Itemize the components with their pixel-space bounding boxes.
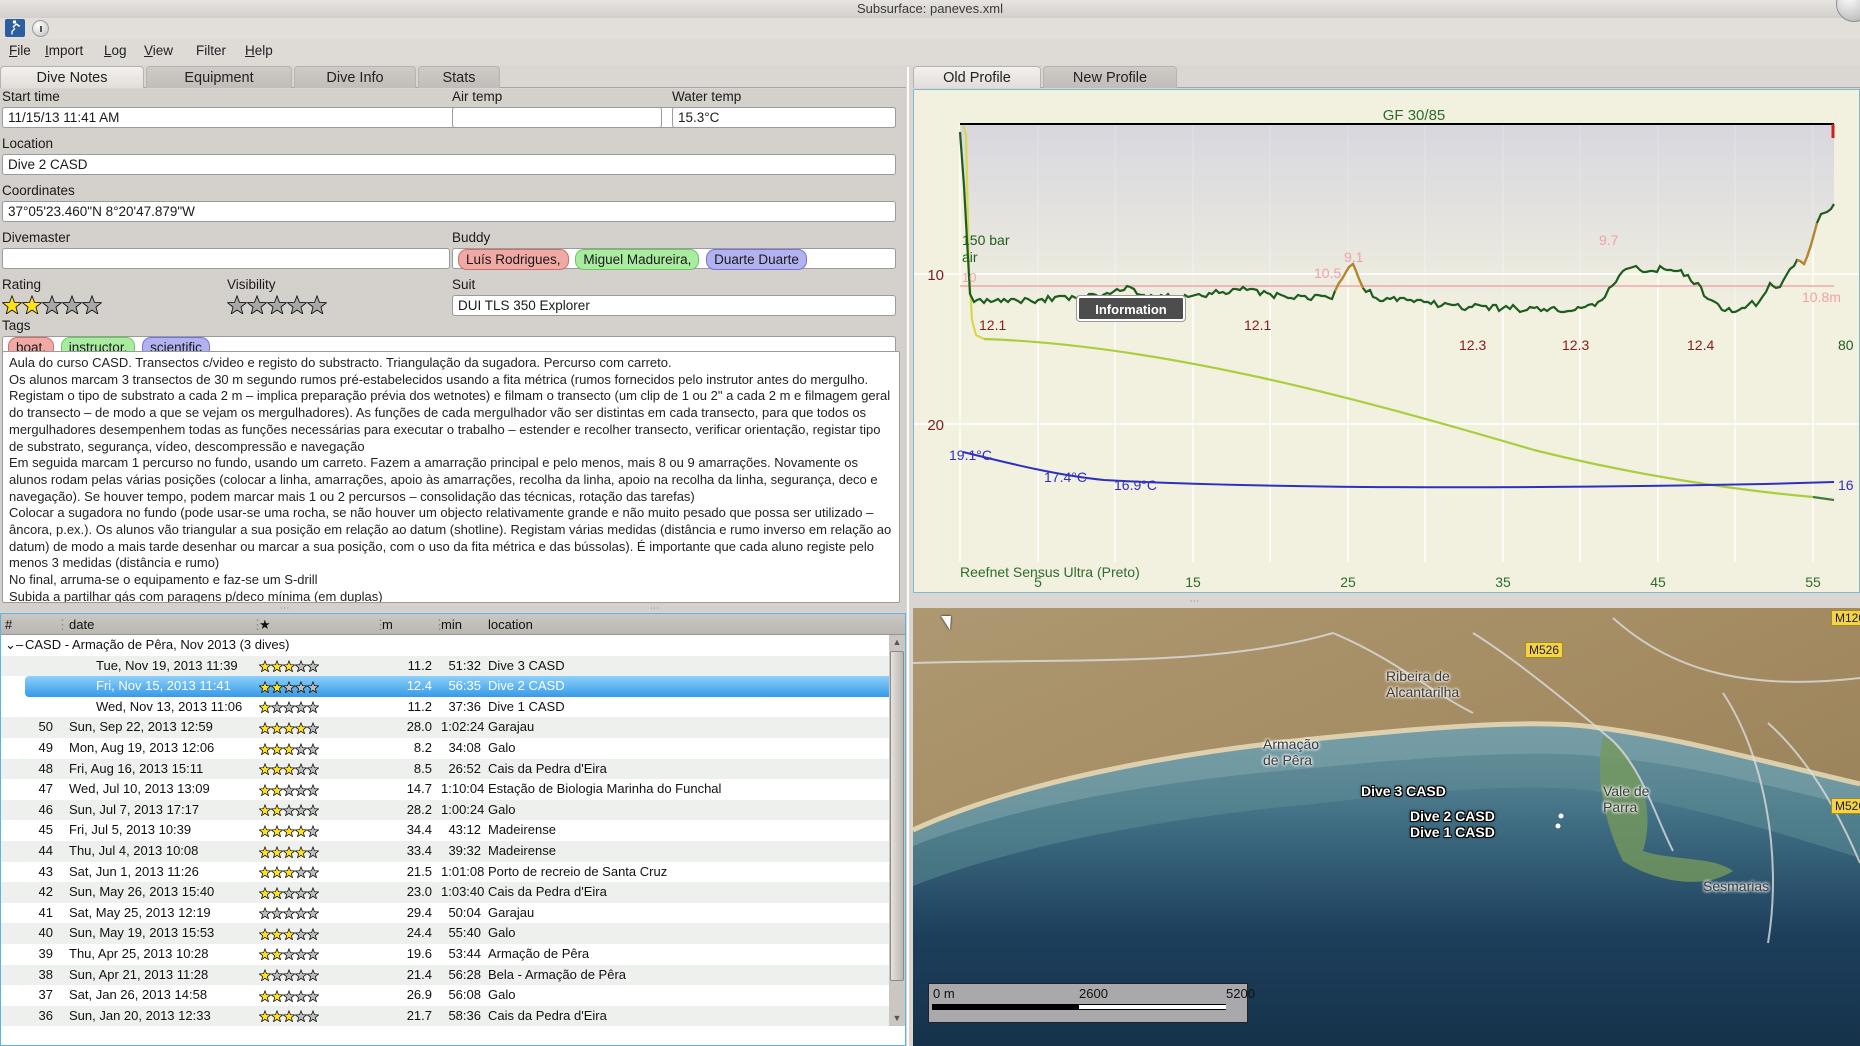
svg-text:10: 10	[927, 267, 944, 284]
svg-text:19.1°C: 19.1°C	[949, 447, 992, 463]
svg-text:GF 30/85: GF 30/85	[1383, 107, 1446, 124]
svg-text:12.3: 12.3	[1459, 337, 1486, 353]
svg-text:80: 80	[1838, 337, 1854, 353]
svg-text:10.5: 10.5	[1314, 265, 1341, 281]
svg-text:12.1: 12.1	[1244, 317, 1271, 333]
svg-text:9.1: 9.1	[1344, 249, 1364, 265]
svg-text:9.7: 9.7	[1599, 232, 1619, 248]
svg-text:45: 45	[1650, 574, 1666, 590]
svg-text:15: 15	[1185, 574, 1201, 590]
svg-text:35: 35	[1495, 574, 1511, 590]
svg-text:55: 55	[1805, 574, 1821, 590]
svg-text:17.4°C: 17.4°C	[1044, 469, 1087, 485]
svg-text:150 bar: 150 bar	[962, 232, 1010, 248]
svg-text:10.8m: 10.8m	[1802, 289, 1841, 305]
svg-text:12.4: 12.4	[1687, 337, 1714, 353]
svg-text:16.9°C: 16.9°C	[1114, 477, 1157, 493]
svg-text:12.1: 12.1	[979, 317, 1006, 333]
svg-text:25: 25	[1340, 574, 1356, 590]
svg-text:air: air	[962, 249, 978, 265]
svg-text:Reefnet Sensus Ultra (Preto): Reefnet Sensus Ultra (Preto)	[960, 564, 1140, 580]
svg-text:20: 20	[927, 417, 944, 434]
svg-text:16: 16	[1838, 477, 1854, 493]
svg-text:10: 10	[962, 270, 976, 285]
svg-text:12.3: 12.3	[1562, 337, 1589, 353]
